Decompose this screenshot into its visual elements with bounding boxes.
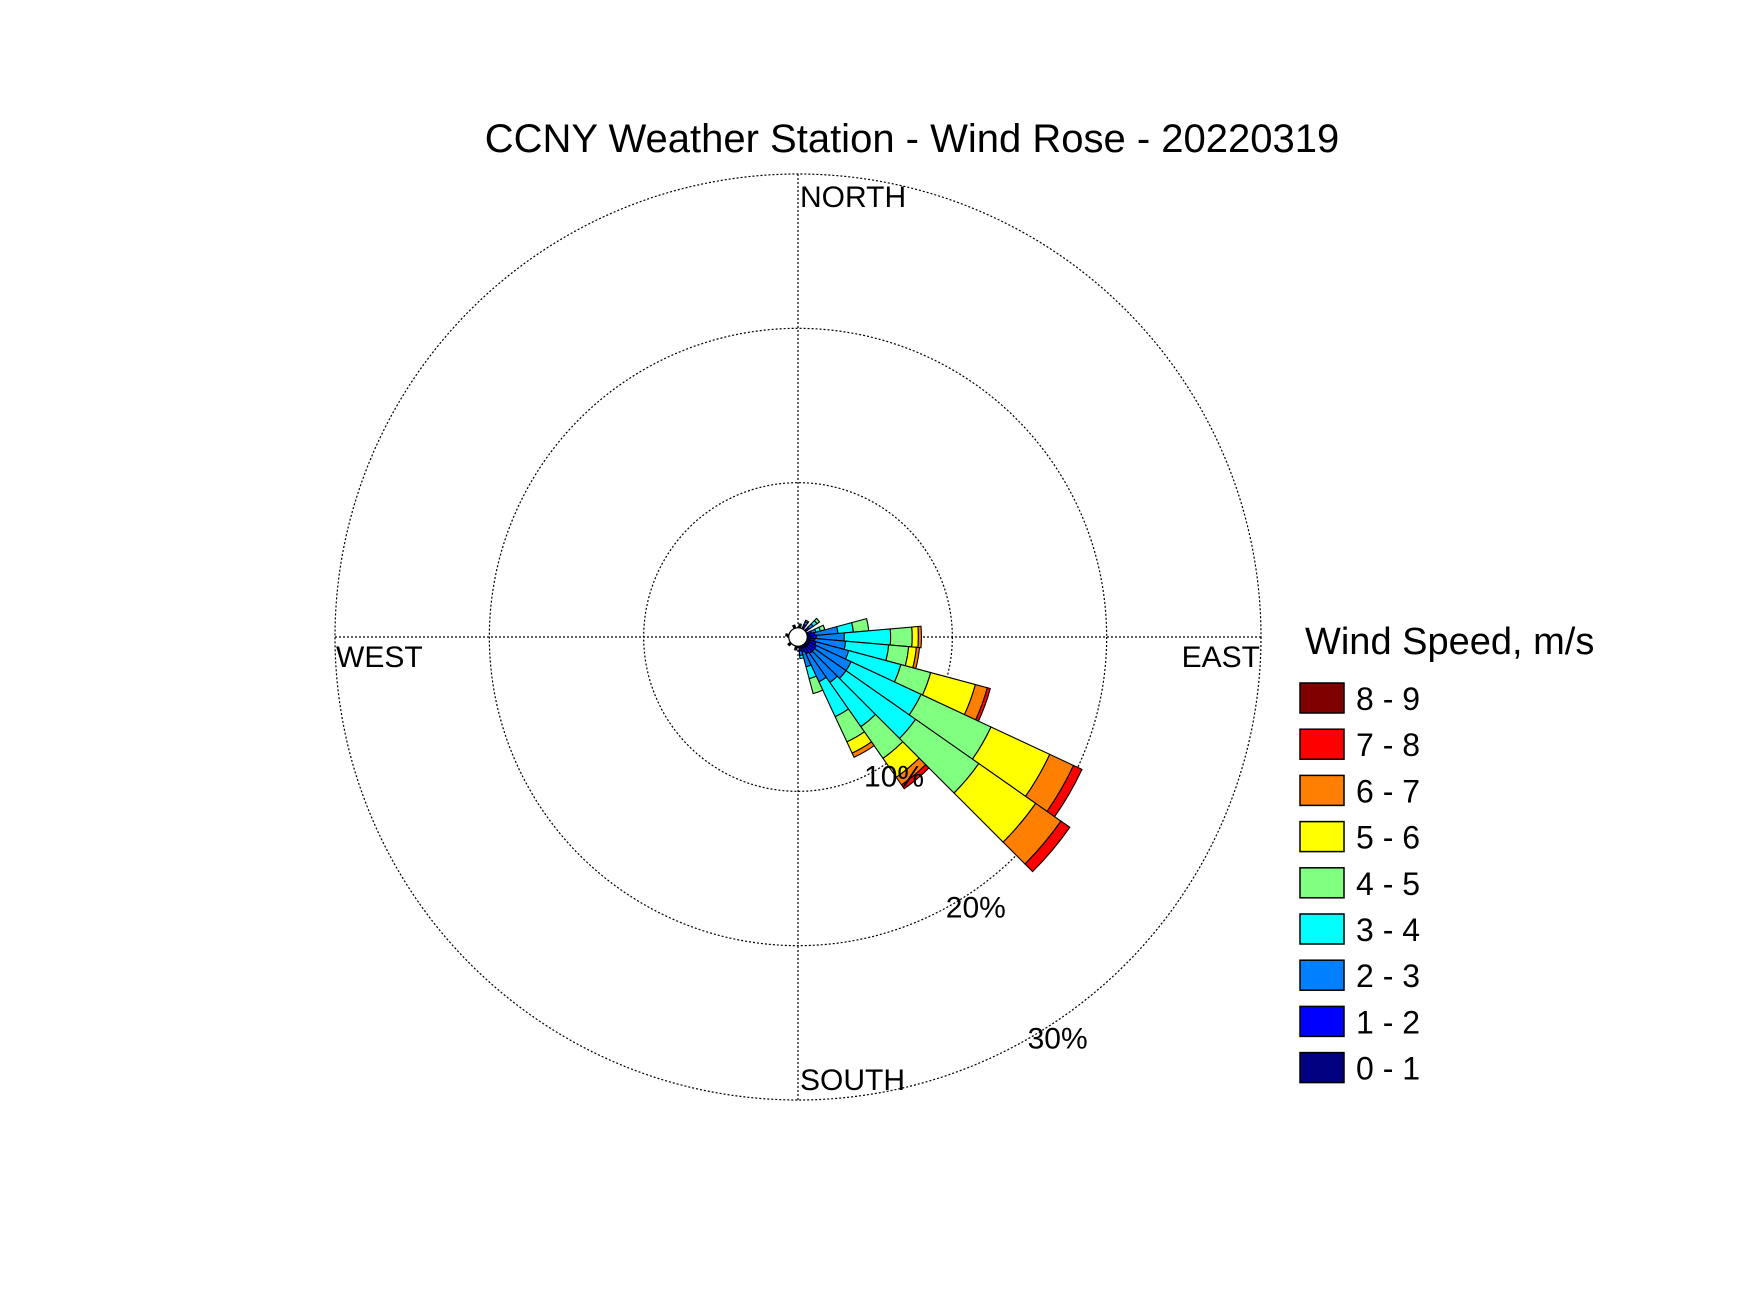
- sector-340-bin-2: [792, 624, 796, 628]
- legend-swatch-7: [1299, 1005, 1345, 1038]
- legend-swatch-8: [1299, 1051, 1345, 1084]
- grid-ring-20: [488, 327, 1108, 947]
- direction-label-north: NORTH: [800, 181, 906, 214]
- sector-230-bin-2: [787, 642, 791, 647]
- legend-label-6: 2 - 3: [1356, 958, 1420, 994]
- sector-50-bin-4: [813, 617, 821, 625]
- legend-swatch-0: [1299, 682, 1345, 714]
- radial-tick-labels: 10% 20% 30%: [864, 761, 1088, 1056]
- legend: 8 - 9 7 - 8 6 - 7 5 - 6 4 - 5 3 - 4 2 - 3 1 - 2…: [1299, 681, 1420, 1087]
- legend-label-5: 3 - 4: [1356, 912, 1420, 948]
- legend-swatch-4: [1299, 867, 1345, 899]
- sector-10-bin-2: [798, 623, 803, 627]
- tick-label-10: 10%: [864, 761, 924, 794]
- legend-swatch-5: [1299, 913, 1345, 945]
- legend-label-1: 7 - 8: [1356, 727, 1420, 763]
- sector-90-bin-4: [889, 626, 913, 648]
- sector-190-bin-2: [793, 647, 798, 651]
- sector-150-bin-6: [851, 741, 875, 759]
- direction-label-east: EAST: [1182, 641, 1260, 674]
- sector-170-bin-3: [799, 654, 805, 660]
- calm-center: [788, 627, 808, 647]
- legend-label-3: 5 - 6: [1356, 820, 1420, 856]
- legend-swatch-6: [1299, 959, 1345, 991]
- chart-title: CCNY Weather Station - Wind Rose - 20220…: [485, 117, 1340, 161]
- legend-title: Wind Speed, m/s: [1305, 621, 1594, 663]
- legend-label-4: 4 - 5: [1356, 866, 1420, 902]
- legend-label-8: 0 - 1: [1356, 1051, 1420, 1087]
- sector-280-bin-2: [785, 633, 788, 637]
- legend-label-0: 8 - 9: [1356, 681, 1420, 717]
- wind-sectors: [785, 617, 1083, 873]
- direction-label-west: WEST: [336, 641, 423, 674]
- legend-swatch-1: [1299, 728, 1345, 760]
- polar-grid: [334, 173, 1262, 1101]
- sector-90-bin-5: [911, 625, 919, 649]
- sector-160-bin-4: [808, 675, 824, 695]
- legend-swatch-2: [1299, 774, 1345, 807]
- sector-80-bin-4: [850, 617, 870, 633]
- tick-label-30: 30%: [1028, 1022, 1088, 1055]
- legend-label-2: 6 - 7: [1356, 773, 1420, 809]
- legend-swatch-3: [1299, 820, 1345, 853]
- sector-140-bin-7: [900, 763, 930, 790]
- sector-130-bin-7: [1024, 820, 1071, 873]
- sector-30-bin-3: [804, 619, 810, 624]
- sector-90-bin-6: [917, 625, 923, 649]
- tick-label-20: 20%: [946, 892, 1006, 925]
- legend-label-7: 1 - 2: [1356, 1004, 1420, 1040]
- direction-label-south: SOUTH: [800, 1064, 905, 1097]
